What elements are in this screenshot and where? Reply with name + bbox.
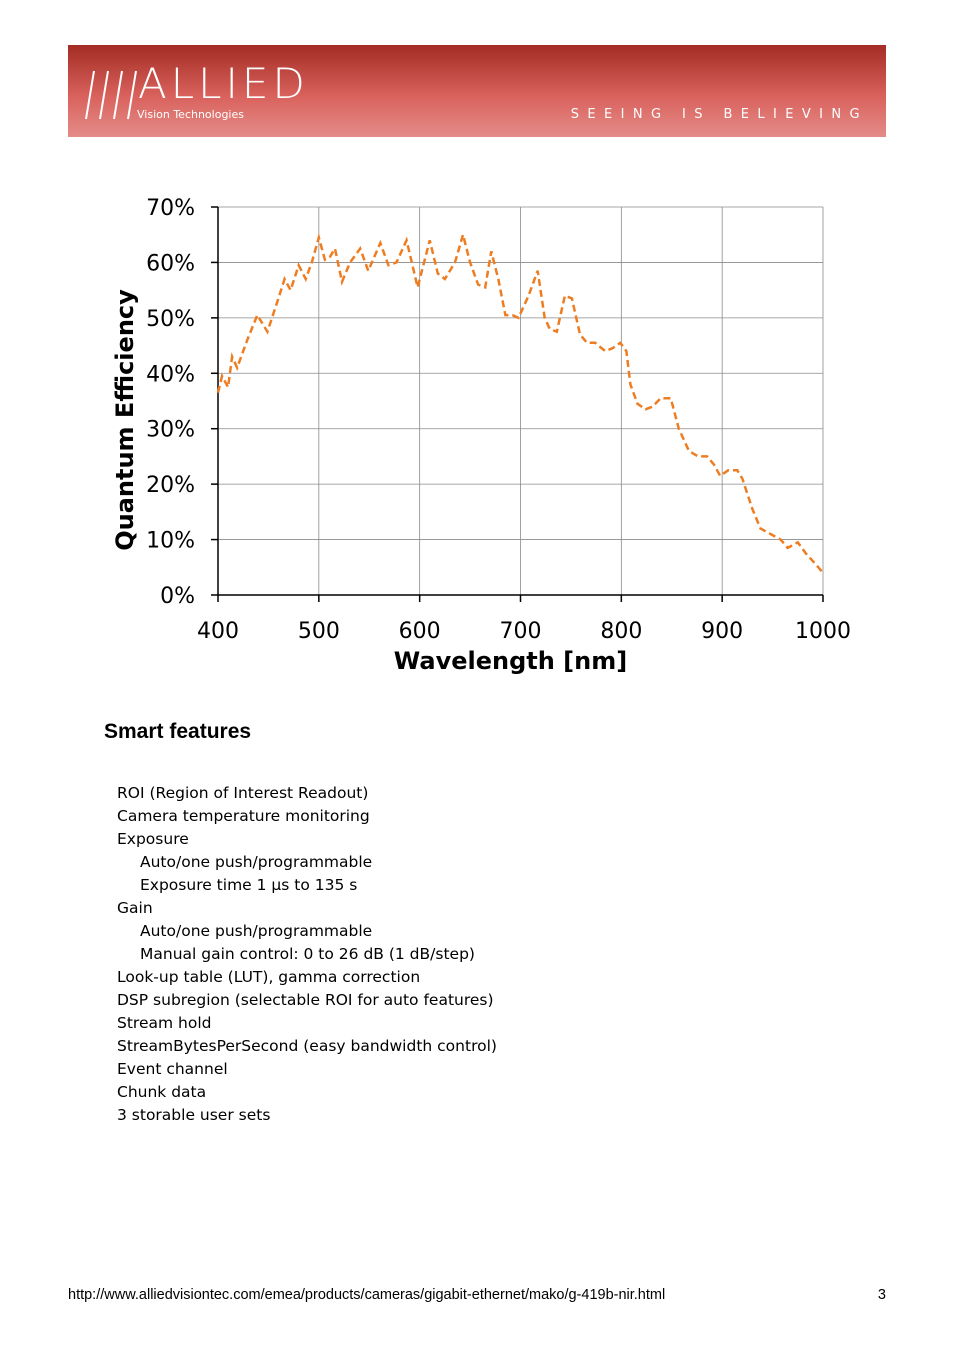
section-title: Smart features [104,720,252,743]
feature-item: Gain [117,899,153,917]
logo-slashes [85,70,137,120]
y-tick-label: 70% [146,196,195,221]
feature-item: 3 storable user sets [117,1106,271,1124]
y-tick-label: 10% [146,529,195,554]
feature-item: Event channel [117,1060,228,1078]
feature-item: Chunk data [117,1083,207,1101]
y-tick-label: 60% [146,251,195,276]
y-tick-label: 20% [146,473,195,498]
y-axis-title: Quantum Efficiency [111,289,139,551]
y-tick-label: 0% [160,584,195,609]
tagline: SEEING IS BELIEVING [570,107,868,122]
feature-list: ROI (Region of Interest Readout) Camera t… [117,782,497,1127]
feature-item: Look-up table (LUT), gamma correction [117,968,421,986]
y-tick-label: 50% [146,307,195,332]
chart: 0% 10% 20% 30% 40% 50% 60% 70% 400 500 600 700 800 90… [111,196,851,675]
feature-subitem: Manual gain control: 0 to 26 dB (1 dB/st… [140,945,475,963]
brand: ALLIED [138,59,309,108]
sub-brand: Vision Technologies [137,108,244,121]
x-tick-label: 400 [197,619,239,644]
feature-item: Exposure [117,830,189,848]
x-tick-label: 800 [600,619,642,644]
x-axis-title: Wavelength [nm] [394,647,627,675]
data-line [216,229,824,574]
feature-item: ROI (Region of Interest Readout) [117,784,369,802]
header-bar: ALLIED Vision Technologies SEEING IS BEL… [68,45,886,137]
x-tick-label: 500 [298,619,340,644]
x-tick-label: 1000 [795,619,851,644]
feature-item: Camera temperature monitoring [117,807,370,825]
x-tick-label: 600 [399,619,441,644]
feature-subitem: Auto/one push/programmable [140,853,373,871]
page-number: 3 [877,1287,886,1303]
x-tick-label: 900 [701,619,743,644]
feature-item: Stream hold [117,1014,212,1032]
feature-subitem: Auto/one push/programmable [140,922,373,940]
feature-item: DSP subregion (selectable ROI for auto f… [117,991,494,1009]
footer-url: http://www.alliedvisiontec.com/emea/prod… [68,1287,666,1303]
y-tick-label: 40% [146,362,195,387]
x-tick-label: 700 [500,619,542,644]
feature-item: StreamBytesPerSecond (easy bandwidth con… [117,1037,497,1055]
feature-subitem: Exposure time 1 µs to 135 s [140,876,358,894]
y-tick-label: 30% [146,418,195,443]
